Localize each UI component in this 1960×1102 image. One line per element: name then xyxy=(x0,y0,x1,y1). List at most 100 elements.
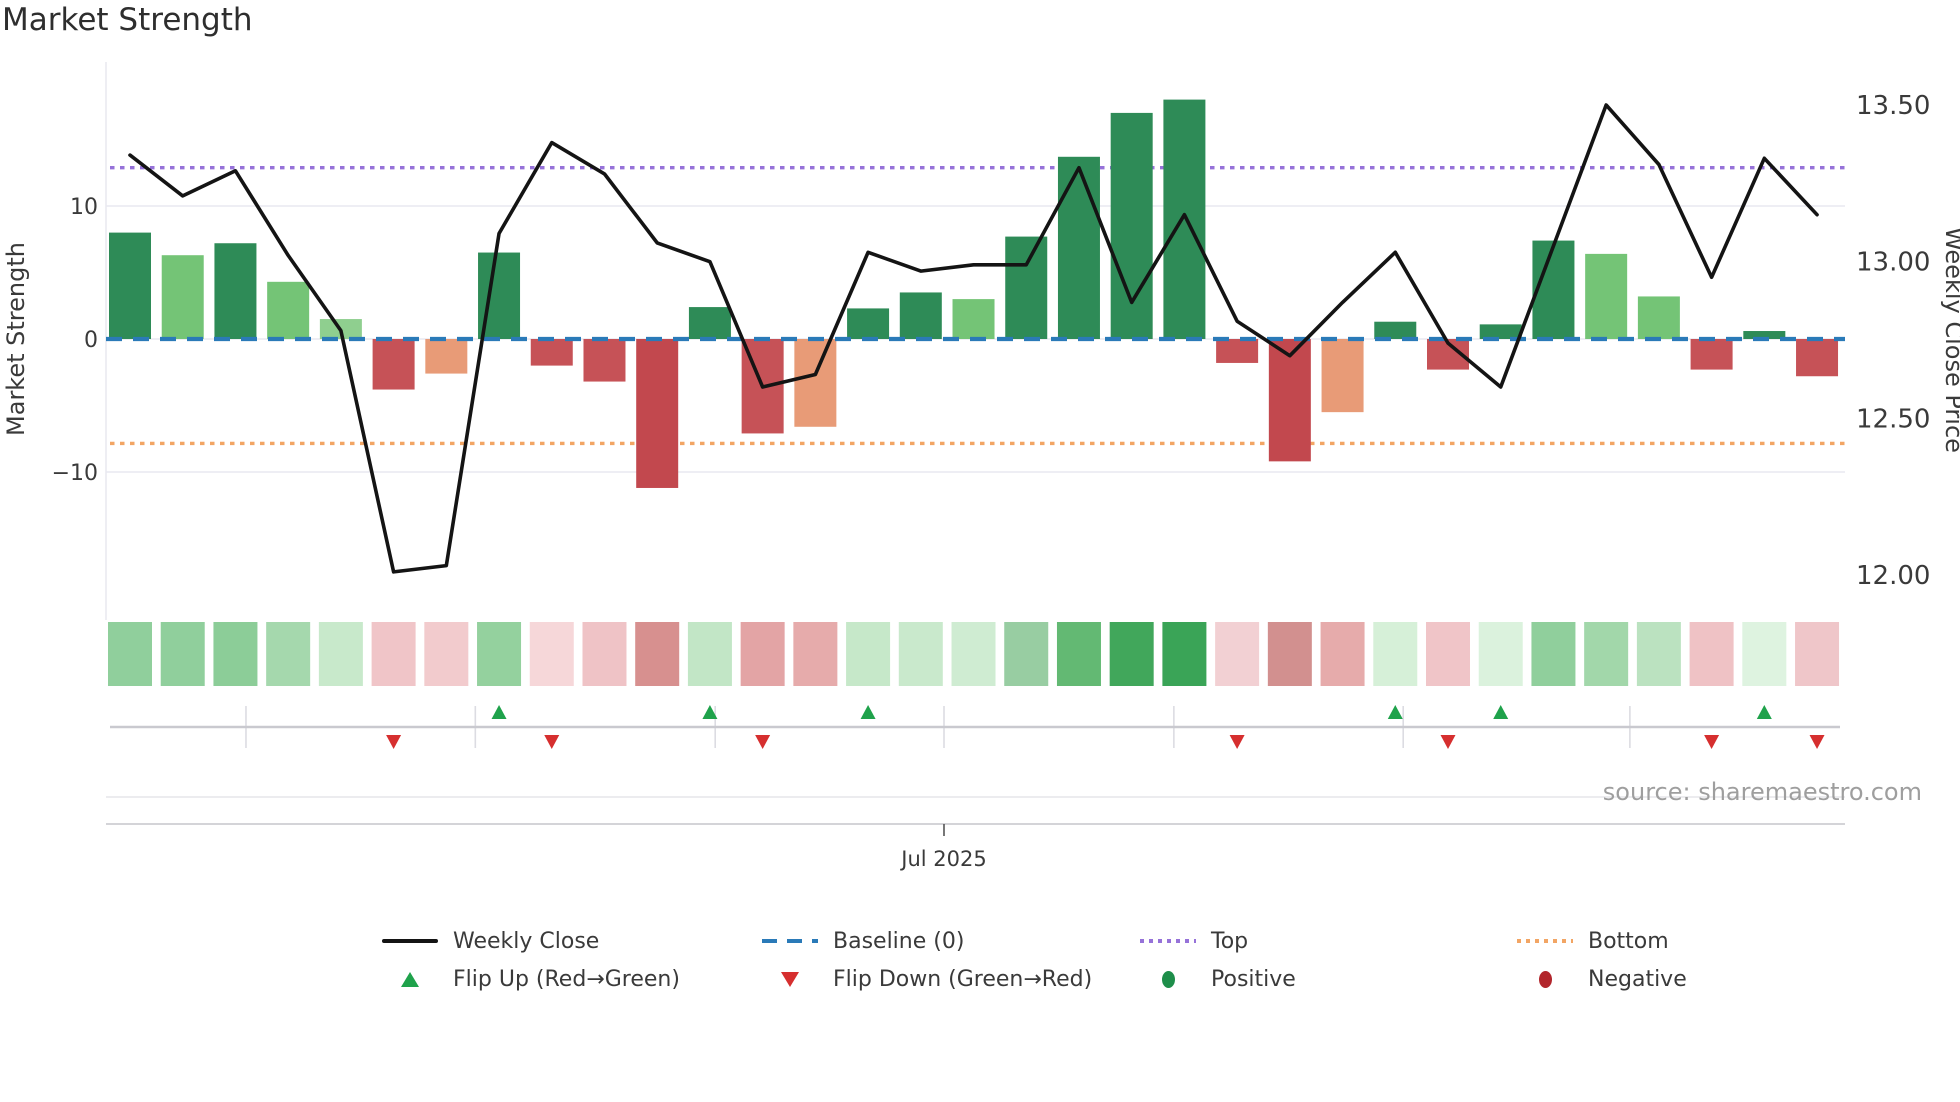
legend-item-negative: Negative xyxy=(1517,966,1687,992)
strength-bar xyxy=(1005,236,1048,339)
right-axis-title: Weekly Close Price xyxy=(1940,227,1960,453)
circle-marker-icon xyxy=(1538,970,1552,988)
heatmap-cell xyxy=(1373,622,1418,686)
strength-bar xyxy=(530,339,573,366)
heatmap-cell xyxy=(1742,622,1787,686)
strength-bar xyxy=(1216,339,1259,363)
heatmap-cell xyxy=(213,622,258,686)
strength-bar xyxy=(1796,339,1839,377)
heatmap-cell xyxy=(108,622,152,686)
heatmap-cell xyxy=(1320,622,1365,686)
heatmap-cell xyxy=(1584,622,1629,686)
flip-up-marker xyxy=(860,705,876,719)
x-tick-label: Jul 2025 xyxy=(899,847,986,871)
legend-label: Weekly Close xyxy=(453,928,600,954)
strength-bar xyxy=(583,339,626,382)
strength-bar xyxy=(1479,324,1522,339)
strength-bar xyxy=(794,339,837,427)
heatmap-cell xyxy=(1531,622,1576,686)
flip-up-marker xyxy=(491,705,507,719)
strength-bar xyxy=(109,232,151,339)
circle-marker-icon xyxy=(1161,970,1175,988)
dotted-line-swatch-icon xyxy=(1140,939,1196,943)
triangle-down-icon xyxy=(781,971,799,987)
strength-bar xyxy=(1110,112,1153,340)
strength-bar xyxy=(1585,253,1628,339)
legend-label: Baseline (0) xyxy=(833,928,965,954)
heatmap-cell xyxy=(529,622,574,686)
flip-up-marker xyxy=(1756,705,1772,719)
line-swatch-icon xyxy=(382,939,438,943)
flip-down-marker xyxy=(1440,735,1456,749)
left-axis-title: Market Strength xyxy=(2,242,30,436)
flip-down-marker xyxy=(544,735,560,749)
strength-bar xyxy=(1374,321,1417,339)
right-tick-label: 12.50 xyxy=(1856,404,1930,434)
legend-item-weekly-close: Weekly Close xyxy=(382,928,599,954)
heatmap-cell xyxy=(266,622,311,686)
heatmap-cell xyxy=(1056,622,1101,686)
strength-bar xyxy=(1321,339,1364,413)
strength-bar xyxy=(1163,99,1206,339)
strength-bar xyxy=(372,339,415,390)
heatmap-cell xyxy=(160,622,205,686)
heatmap-cell xyxy=(1636,622,1681,686)
heatmap-cell xyxy=(898,622,943,686)
left-tick-label: 0 xyxy=(84,328,98,353)
page-title: Market Strength xyxy=(2,2,253,38)
strength-bar xyxy=(1690,339,1733,370)
strength-bar xyxy=(688,307,731,339)
strength-bar xyxy=(425,339,468,374)
heatmap-cell xyxy=(477,622,522,686)
legend-item-baseline-0: Baseline (0) xyxy=(762,928,964,954)
heatmap-cell xyxy=(740,622,785,686)
flip-down-marker xyxy=(755,735,771,749)
legend-item-flip-down-green-red: Flip Down (Green→Red) xyxy=(762,966,1092,992)
strength-bar xyxy=(214,243,257,339)
weekly-close-line xyxy=(128,103,1819,574)
triangle-up-icon xyxy=(401,971,419,987)
heatmap-cell xyxy=(1162,622,1207,686)
legend-item-bottom: Bottom xyxy=(1517,928,1669,954)
right-tick-label: 12.00 xyxy=(1856,561,1930,591)
heatmap-cell xyxy=(687,622,732,686)
heatmap-cell xyxy=(846,622,891,686)
heatmap-cell xyxy=(582,622,627,686)
flip-down-marker xyxy=(1229,735,1245,749)
flip-up-marker xyxy=(1387,705,1403,719)
dotted-line-swatch-icon xyxy=(1517,939,1573,943)
legend-item-positive: Positive xyxy=(1140,966,1296,992)
legend-label: Flip Down (Green→Red) xyxy=(833,966,1093,992)
strength-bar xyxy=(267,281,310,339)
heatmap-cell xyxy=(793,622,838,686)
legend-label: Flip Up (Red→Green) xyxy=(453,966,680,992)
left-tick-label: 10 xyxy=(70,195,98,220)
strength-bar xyxy=(1743,331,1786,339)
heatmap-cell xyxy=(371,622,416,686)
right-tick-label: 13.00 xyxy=(1856,248,1930,278)
strength-bar xyxy=(899,292,942,339)
dashed-line-swatch-icon xyxy=(762,939,818,943)
source-annotation: source: sharemaestro.com xyxy=(1603,778,1922,806)
flip-down-marker xyxy=(386,735,402,749)
right-tick-label: 13.50 xyxy=(1856,91,1930,121)
flip-down-marker xyxy=(1704,735,1720,749)
strength-bar xyxy=(636,339,679,488)
strength-bar xyxy=(1637,296,1680,339)
strength-bar xyxy=(1057,156,1100,339)
strength-bar xyxy=(161,255,204,339)
heatmap-cell xyxy=(1426,622,1470,686)
heatmap-cell xyxy=(318,622,363,686)
heatmap-cell xyxy=(1478,622,1523,686)
heatmap-cell xyxy=(1795,622,1840,686)
flip-up-marker xyxy=(1493,705,1509,719)
strength-bar xyxy=(1268,339,1311,462)
flip-down-marker xyxy=(1809,735,1825,749)
strength-bar xyxy=(847,308,890,339)
heatmap-cell xyxy=(1267,622,1312,686)
legend-item-top: Top xyxy=(1140,928,1248,954)
legend-label: Positive xyxy=(1211,966,1296,992)
heatmap-cell xyxy=(635,622,680,686)
